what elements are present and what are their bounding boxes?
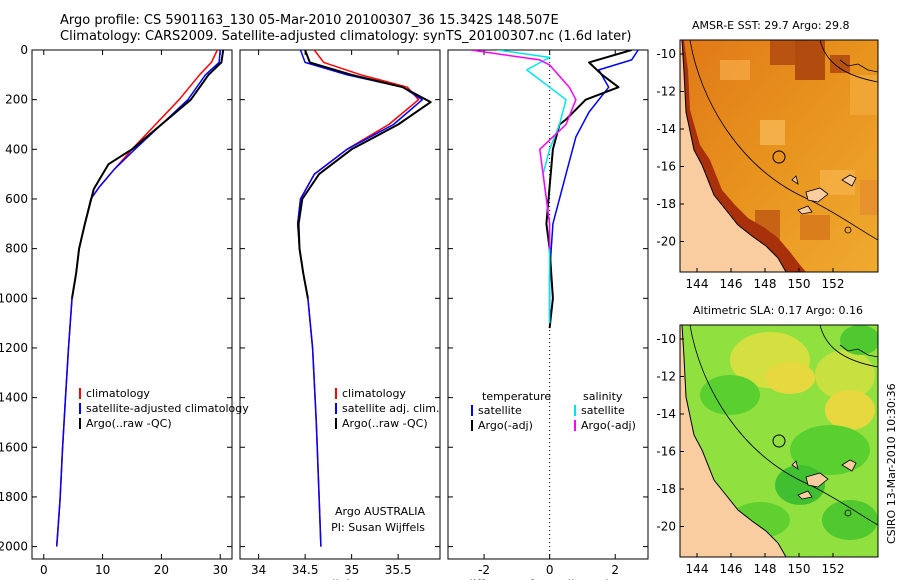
series-group bbox=[55, 50, 225, 547]
x-axis-label: difference from climatology bbox=[465, 578, 631, 580]
legend-label: climatology bbox=[342, 387, 406, 400]
y-tick-label: 1600 bbox=[0, 440, 28, 454]
series-line-salinity-satellite bbox=[497, 50, 567, 324]
y-tick-label: 1400 bbox=[0, 391, 28, 405]
map-y-tick-label: -16 bbox=[656, 160, 676, 174]
map-axes-2: 144 146 148 150 152 -10 -12 -14 -16 -18 -20 bbox=[656, 332, 844, 576]
map-x-tick-label: 146 bbox=[720, 562, 743, 576]
x-tick-label: -2 bbox=[478, 563, 490, 577]
series-line-temperature-Argo bbox=[545, 50, 632, 329]
map-x-tick-label: 146 bbox=[720, 277, 743, 291]
y-tick-label: 1000 bbox=[0, 291, 28, 305]
institution-label: Argo AUSTRALIA bbox=[335, 505, 425, 518]
map-x-tick-label: 144 bbox=[686, 277, 709, 291]
legend-title: temperature bbox=[482, 390, 551, 403]
x-tick-label: 0 bbox=[546, 563, 554, 577]
x-tick-label: 10 bbox=[95, 563, 110, 577]
sla-map-title: Altimetric SLA: 0.17 Argo: 0.16 bbox=[693, 304, 864, 317]
profile-panel-3: -2 0 2difference from climatology temperatu… bbox=[447, 49, 649, 580]
map-y-tick-label: -20 bbox=[656, 520, 676, 534]
map-x-tick-label: 152 bbox=[822, 562, 845, 576]
map-y-tick-label: -18 bbox=[656, 482, 676, 496]
sst-argo-marker bbox=[772, 150, 786, 164]
x-tick-label: 34.5 bbox=[292, 563, 319, 577]
x-axis-label: temperature bbox=[94, 578, 169, 580]
map-x-tick-label: 150 bbox=[788, 277, 811, 291]
y-tick-label: 400 bbox=[5, 142, 28, 156]
sla-map-frame bbox=[679, 324, 879, 558]
series-line-satellite bbox=[55, 50, 221, 547]
series-line-argo bbox=[297, 50, 432, 299]
series-line-salinity-Argo bbox=[470, 50, 577, 249]
x-tick-label: 35 bbox=[344, 563, 359, 577]
sst-map-frame bbox=[679, 39, 879, 273]
sst-reef-contour bbox=[819, 40, 878, 83]
map-axes-1: 144 146 148 150 152 -10 -12 -14 -16 -18 -20 bbox=[656, 47, 844, 291]
pi-label: PI: Susan Wijffels bbox=[331, 521, 425, 534]
panel-frame bbox=[31, 49, 233, 560]
map-y-tick-label: -14 bbox=[656, 407, 676, 421]
y-tick-label: 800 bbox=[5, 242, 28, 256]
figure-subtitle: Climatology: CARS2009. Satellite-adjuste… bbox=[60, 29, 632, 44]
series-line-climatology bbox=[55, 50, 218, 547]
series-line-temperature-satellite bbox=[548, 50, 639, 324]
sst-land bbox=[680, 40, 787, 272]
legend-label: satellite bbox=[581, 404, 625, 417]
panel-frame bbox=[239, 49, 441, 560]
x-axis-label: salinity bbox=[318, 578, 361, 580]
series-line-satellite bbox=[296, 50, 424, 547]
map-x-tick-label: 148 bbox=[754, 277, 777, 291]
map-y-tick-label: -10 bbox=[656, 332, 676, 346]
y-tick-label: 1800 bbox=[0, 490, 28, 504]
series-group bbox=[470, 50, 639, 329]
legend-label: Argo(..raw -QC) bbox=[342, 417, 428, 430]
x-tick-label: 30 bbox=[213, 563, 228, 577]
map-x-tick-label: 152 bbox=[822, 277, 845, 291]
profile-panel-1: 0 10 20 30 temperature 0 200 400 600 800 1000 1200 1… bbox=[0, 43, 249, 580]
legend-title: salinity bbox=[583, 390, 623, 403]
map-x-tick-label: 148 bbox=[754, 562, 777, 576]
sst-map bbox=[680, 40, 878, 272]
map-y-tick-label: -18 bbox=[656, 197, 676, 211]
x-tick-label: 34 bbox=[251, 563, 266, 577]
map-y-tick-label: -10 bbox=[656, 47, 676, 61]
series-line-argo bbox=[71, 50, 225, 299]
sst-map-title: AMSR-E SST: 29.7 Argo: 29.8 bbox=[692, 19, 850, 32]
profile-panel-2: 34 34.5 35 35.5 salinity climatology satellite… bbox=[239, 49, 441, 580]
sst-shelf-contour bbox=[689, 40, 878, 241]
legend-label: Argo(..raw -QC) bbox=[86, 417, 172, 430]
x-tick-label: 35.5 bbox=[385, 563, 412, 577]
legend-label: climatology bbox=[86, 387, 150, 400]
x-tick-label: 0 bbox=[40, 563, 48, 577]
panel-frame bbox=[447, 49, 649, 560]
map-x-tick-label: 144 bbox=[686, 562, 709, 576]
sla-shelf-contour bbox=[689, 325, 878, 526]
series-group bbox=[296, 50, 432, 547]
legend-label: satellite adj. clim. bbox=[342, 402, 439, 415]
y-tick-label: 0 bbox=[20, 43, 28, 57]
y-tick-label: 200 bbox=[5, 93, 28, 107]
figure-title: Argo profile: CS 5901163_130 05-Mar-2010… bbox=[60, 13, 559, 28]
legend-label: Argo(-adj) bbox=[478, 419, 533, 432]
legend-label: satellite bbox=[478, 404, 522, 417]
sla-map bbox=[680, 325, 878, 557]
legend-label: satellite-adjusted climatology bbox=[86, 402, 249, 415]
legend-label: Argo(-adj) bbox=[581, 419, 636, 432]
map-y-tick-label: -16 bbox=[656, 445, 676, 459]
map-y-tick-label: -12 bbox=[656, 85, 676, 99]
map-y-tick-label: -14 bbox=[656, 122, 676, 136]
y-tick-label: 2000 bbox=[0, 540, 28, 554]
y-tick-label: 600 bbox=[5, 192, 28, 206]
map-y-tick-label: -20 bbox=[656, 235, 676, 249]
sla-land bbox=[680, 325, 787, 557]
y-tick-label: 1200 bbox=[0, 341, 28, 355]
map-x-tick-label: 150 bbox=[788, 562, 811, 576]
sla-argo-marker bbox=[772, 434, 786, 448]
map-y-tick-label: -12 bbox=[656, 370, 676, 384]
x-tick-label: 20 bbox=[154, 563, 169, 577]
sla-reef-contour bbox=[819, 325, 878, 368]
series-line-climatology bbox=[296, 50, 420, 547]
x-tick-label: 2 bbox=[611, 563, 619, 577]
